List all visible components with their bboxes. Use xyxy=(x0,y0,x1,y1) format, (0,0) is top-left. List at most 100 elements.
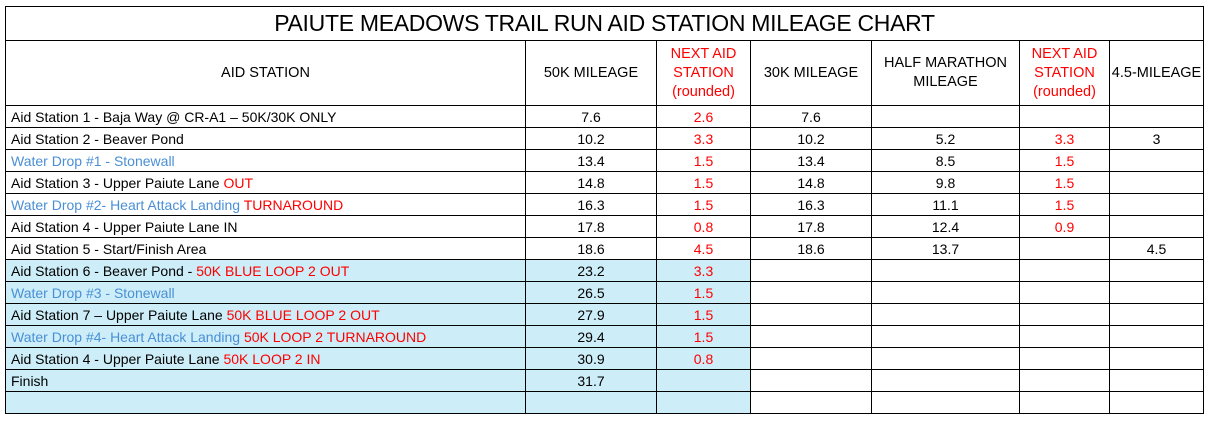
aid-station-name: Aid Station 4 - Upper Paiute Lane IN xyxy=(5,215,526,238)
aid-station-name: Aid Station 5 - Start/Finish Area xyxy=(5,237,526,260)
station-name-segment: Aid Station 4 - Upper Paiute Lane xyxy=(11,350,224,367)
50k-mileage-cell: 27.9 xyxy=(525,303,657,326)
next-aid-50k-cell xyxy=(656,391,751,414)
50k-mileage-cell: 23.2 xyxy=(525,259,657,282)
4-5-mileage-cell xyxy=(1108,347,1205,370)
aid-station-name: Aid Station 4 - Upper Paiute Lane 50K LO… xyxy=(5,347,526,370)
half-marathon-mileage-cell xyxy=(871,391,1020,414)
next-aid-50k-cell: 0.8 xyxy=(656,347,751,370)
table-row: Water Drop #4- Heart Attack Landing 50K … xyxy=(5,325,1205,348)
4-5-mileage-cell xyxy=(1108,149,1205,172)
half-marathon-mileage-cell xyxy=(871,281,1020,304)
50k-mileage-cell: 17.8 xyxy=(525,215,657,238)
next-aid-half-cell: 1.5 xyxy=(1019,149,1110,172)
50k-mileage-cell: 14.8 xyxy=(525,171,657,194)
half-marathon-mileage-cell: 8.5 xyxy=(871,149,1020,172)
half-marathon-mileage-cell: 5.2 xyxy=(871,127,1020,150)
station-name-segment: 50K LOOP 2 TURNAROUND xyxy=(243,328,427,345)
30k-mileage-cell xyxy=(750,347,872,370)
30k-mileage-cell xyxy=(750,391,872,414)
next-aid-50k-cell: 3.3 xyxy=(656,127,751,150)
table-row: Aid Station 2 - Beaver Pond 10.2 3.3 10.2 5.… xyxy=(5,127,1205,150)
30k-mileage-cell xyxy=(750,369,872,392)
aid-station-name: Aid Station 2 - Beaver Pond xyxy=(5,127,526,150)
half-marathon-mileage-cell: 11.1 xyxy=(871,193,1020,216)
50k-mileage-cell: 18.6 xyxy=(525,237,657,260)
half-marathon-mileage-cell xyxy=(871,347,1020,370)
table-row: Aid Station 4 - Upper Paiute Lane IN 17.8… xyxy=(5,215,1205,238)
50k-mileage-cell: 13.4 xyxy=(525,149,657,172)
half-marathon-mileage-cell xyxy=(871,369,1020,392)
30k-mileage-cell: 18.6 xyxy=(750,237,872,260)
4-5-mileage-cell xyxy=(1108,171,1205,194)
half-marathon-mileage-cell xyxy=(871,259,1020,282)
next-aid-50k-cell: 1.5 xyxy=(656,281,751,304)
station-name-segment: Aid Station 5 - Start/Finish Area xyxy=(11,240,207,257)
station-name-segment: Aid Station 3 - Upper Paiute Lane xyxy=(11,174,224,191)
4-5-mileage-cell xyxy=(1108,193,1205,216)
aid-station-name xyxy=(5,391,526,414)
table-row: Aid Station 6 - Beaver Pond - 50K BLUE L… xyxy=(5,259,1205,282)
50k-mileage-cell: 30.9 xyxy=(525,347,657,370)
4-5-mileage-cell xyxy=(1108,369,1205,392)
table-row: Water Drop #1 - Stonewall 13.4 1.5 13.4 8.5 1… xyxy=(5,149,1205,172)
4-5-mileage-cell xyxy=(1108,259,1205,282)
30k-mileage-cell: 13.4 xyxy=(750,149,872,172)
50k-mileage-cell: 7.6 xyxy=(525,105,657,128)
aid-station-name: Aid Station 6 - Beaver Pond - 50K BLUE L… xyxy=(5,259,526,282)
table-row: Water Drop #3 - Stonewall 26.5 1.5 xyxy=(5,281,1205,304)
4-5-mileage-cell: 4.5 xyxy=(1108,237,1205,260)
station-name-segment: Water Drop #3 - Stonewall xyxy=(11,284,175,301)
station-name-segment: OUT xyxy=(223,174,254,191)
50k-mileage-cell: 31.7 xyxy=(525,369,657,392)
4-5-mileage-cell xyxy=(1108,325,1205,348)
next-aid-50k-cell: 0.8 xyxy=(656,215,751,238)
table-row xyxy=(5,391,1205,414)
station-name-segment: Water Drop #2- Heart Attack Landing xyxy=(11,196,244,213)
next-aid-50k-cell xyxy=(656,369,751,392)
aid-station-name: Water Drop #4- Heart Attack Landing 50K … xyxy=(5,325,526,348)
next-aid-half-cell: 3.3 xyxy=(1019,127,1110,150)
header-4-5-mileage: 4.5-MILEAGE xyxy=(1108,40,1205,106)
50k-mileage-cell: 29.4 xyxy=(525,325,657,348)
half-marathon-mileage-cell xyxy=(871,303,1020,326)
header-half-marathon-mileage: HALF MARATHON MILEAGE xyxy=(871,40,1020,106)
table-body: Aid Station 1 - Baja Way @ CR-A1 – 50K/3… xyxy=(5,105,1205,414)
table-row: Water Drop #2- Heart Attack Landing TURN… xyxy=(5,193,1205,216)
aid-station-name: Water Drop #1 - Stonewall xyxy=(5,149,526,172)
station-name-segment: Aid Station 2 - Beaver Pond xyxy=(11,130,184,147)
half-marathon-mileage-cell: 9.8 xyxy=(871,171,1020,194)
station-name-segment: Aid Station 1 - Baja Way @ CR-A1 – 50K/3… xyxy=(11,108,337,125)
half-marathon-mileage-cell: 12.4 xyxy=(871,215,1020,238)
next-aid-50k-cell: 4.5 xyxy=(656,237,751,260)
table-row: Aid Station 5 - Start/Finish Area 18.6 4.5… xyxy=(5,237,1205,260)
30k-mileage-cell xyxy=(750,325,872,348)
header-30k-mileage: 30K MILEAGE xyxy=(750,40,872,106)
next-aid-half-cell xyxy=(1019,237,1110,260)
station-name-segment: Water Drop #4- Heart Attack Landing xyxy=(11,328,244,345)
table-row: Aid Station 1 - Baja Way @ CR-A1 – 50K/3… xyxy=(5,105,1205,128)
half-marathon-mileage-cell: 13.7 xyxy=(871,237,1020,260)
4-5-mileage-cell xyxy=(1108,105,1205,128)
aid-station-name: Aid Station 3 - Upper Paiute Lane OUT xyxy=(5,171,526,194)
30k-mileage-cell xyxy=(750,303,872,326)
header-next-aid-50k: NEXT AID STATION (rounded) xyxy=(656,40,751,106)
next-aid-half-cell: 1.5 xyxy=(1019,193,1110,216)
4-5-mileage-cell xyxy=(1108,391,1205,414)
next-aid-half-cell xyxy=(1019,347,1110,370)
next-aid-50k-cell: 2.6 xyxy=(656,105,751,128)
header-aid-station: AID STATION xyxy=(5,40,526,106)
next-aid-half-cell xyxy=(1019,369,1110,392)
station-name-segment: Aid Station 6 - Beaver Pond - xyxy=(11,262,197,279)
4-5-mileage-cell xyxy=(1108,215,1205,238)
next-aid-half-cell xyxy=(1019,391,1110,414)
next-aid-half-cell xyxy=(1019,281,1110,304)
30k-mileage-cell: 14.8 xyxy=(750,171,872,194)
next-aid-half-cell xyxy=(1019,325,1110,348)
station-name-segment: 50K BLUE LOOP 2 OUT xyxy=(196,262,350,279)
table-row: Aid Station 7 – Upper Paiute Lane 50K BL… xyxy=(5,303,1205,326)
table-row: Finish 31.7 xyxy=(5,369,1205,392)
50k-mileage-cell xyxy=(525,391,657,414)
aid-station-name: Aid Station 7 – Upper Paiute Lane 50K BL… xyxy=(5,303,526,326)
station-name-segment: Finish xyxy=(11,372,49,389)
